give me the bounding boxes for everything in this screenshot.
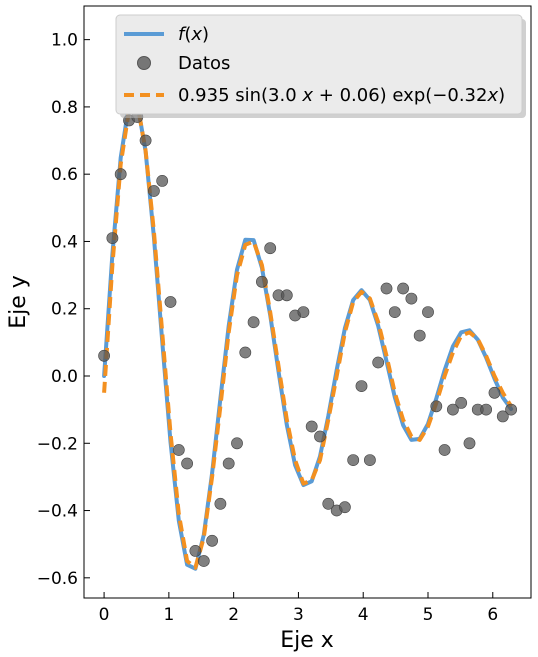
data-point [139,134,152,147]
data-point [172,444,185,456]
data-point [231,437,243,450]
data-point [438,444,451,456]
data-point [247,316,260,329]
y-tick-label: 0.0 [51,367,78,387]
x-axis-title: Eje x [280,628,334,653]
data-point [297,306,310,318]
data-point [197,555,210,567]
legend-label-datos: Datos [178,53,230,74]
data-point [164,296,177,308]
data-point [222,457,235,470]
y-axis-title: Eje y [6,275,31,329]
y-tick-label: 1.0 [51,31,78,51]
data-point [314,430,326,443]
y-tick-label: 0.2 [51,300,78,320]
y-tick-label: −0.6 [37,569,78,589]
x-tick-label: 5 [423,605,434,625]
data-point [455,396,468,409]
y-tick-label: −0.2 [37,434,78,454]
x-tick-label: 1 [163,605,174,625]
data-point [156,174,169,187]
data-point [496,410,509,423]
x-tick-label: 3 [293,605,304,625]
x-tick-label: 4 [358,605,369,625]
data-point [505,403,517,416]
data-point [305,420,318,433]
data-point [347,454,360,466]
y-tick-label: 0.6 [51,165,78,185]
x-tick-label: 2 [228,605,239,625]
data-point [206,534,218,547]
data-point [388,306,401,318]
data-point [214,497,227,510]
data-point [189,545,202,557]
y-tick-label: −0.4 [37,502,78,522]
data-point [322,497,335,510]
data-point [463,437,476,450]
legend-label-fx: f(x) [178,24,209,45]
legend-marker-swatch [137,56,151,70]
data-point [372,356,385,369]
data-point [446,403,459,416]
data-point [397,282,409,295]
data-point [106,232,119,244]
data-point [480,403,492,416]
data-point [405,292,418,305]
data-point [488,386,501,399]
data-point [363,454,376,466]
data-point [380,282,393,295]
plot-content [98,101,517,571]
data-point [413,329,426,342]
data-point [338,501,351,514]
data-point [355,380,368,392]
data-point [280,289,293,302]
data-point [147,185,160,197]
y-tick-label: 0.4 [51,232,78,252]
data-point [264,242,277,255]
data-point [430,400,443,413]
legend: f(x) Datos 0.935 sin(3.0 x + 0.06) exp(−… [115,14,526,118]
x-tick-label: 0 [99,605,110,625]
data-point [255,275,268,288]
legend-box [115,14,523,115]
data-point [422,306,434,318]
series-line-fit [102,101,513,570]
data-point [114,168,127,181]
data-point [98,349,110,362]
plot-area-frame [83,5,532,599]
x-tick-label: 6 [487,605,498,625]
data-point [239,346,252,359]
y-tick-label: 0.8 [51,98,78,118]
axis-ticks: 0 1 2 3 4 5 6 −0.6 −0.4 −0.2 0.0 0.2 0.4 0.6 0.8 1.0 [37,31,498,625]
legend-label-fit: 0.935 sin(3.0 x + 0.06) exp(−0.32x) [178,85,505,106]
data-point [181,457,193,470]
